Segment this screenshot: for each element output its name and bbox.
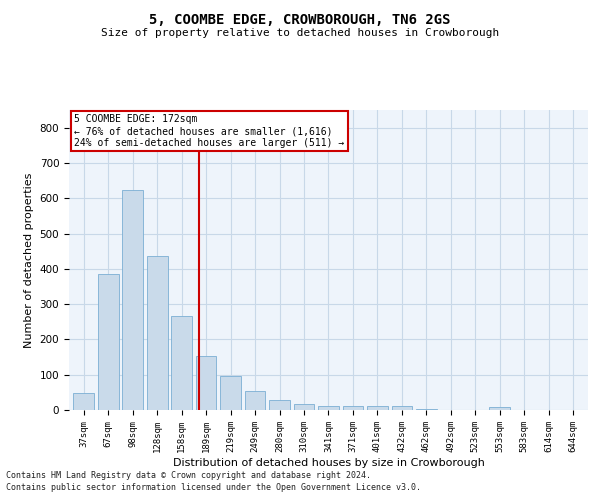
Bar xyxy=(196,356,217,410)
Bar xyxy=(122,190,143,410)
Bar xyxy=(490,407,510,410)
Bar xyxy=(392,406,412,410)
Text: 5 COOMBE EDGE: 172sqm
← 76% of detached houses are smaller (1,616)
24% of semi-d: 5 COOMBE EDGE: 172sqm ← 76% of detached … xyxy=(74,114,344,148)
Bar xyxy=(269,400,290,410)
Bar xyxy=(318,406,339,410)
Text: Contains HM Land Registry data © Crown copyright and database right 2024.: Contains HM Land Registry data © Crown c… xyxy=(6,471,371,480)
Bar xyxy=(367,406,388,410)
Bar xyxy=(171,316,192,410)
Bar xyxy=(73,393,94,410)
Bar xyxy=(245,391,265,410)
Text: Size of property relative to detached houses in Crowborough: Size of property relative to detached ho… xyxy=(101,28,499,38)
Bar xyxy=(220,376,241,410)
Bar xyxy=(293,404,314,410)
Text: Contains public sector information licensed under the Open Government Licence v3: Contains public sector information licen… xyxy=(6,484,421,492)
Y-axis label: Number of detached properties: Number of detached properties xyxy=(24,172,34,348)
Text: 5, COOMBE EDGE, CROWBOROUGH, TN6 2GS: 5, COOMBE EDGE, CROWBOROUGH, TN6 2GS xyxy=(149,12,451,26)
Bar xyxy=(343,406,364,410)
Bar xyxy=(98,274,119,410)
X-axis label: Distribution of detached houses by size in Crowborough: Distribution of detached houses by size … xyxy=(173,458,484,468)
Bar xyxy=(147,256,167,410)
